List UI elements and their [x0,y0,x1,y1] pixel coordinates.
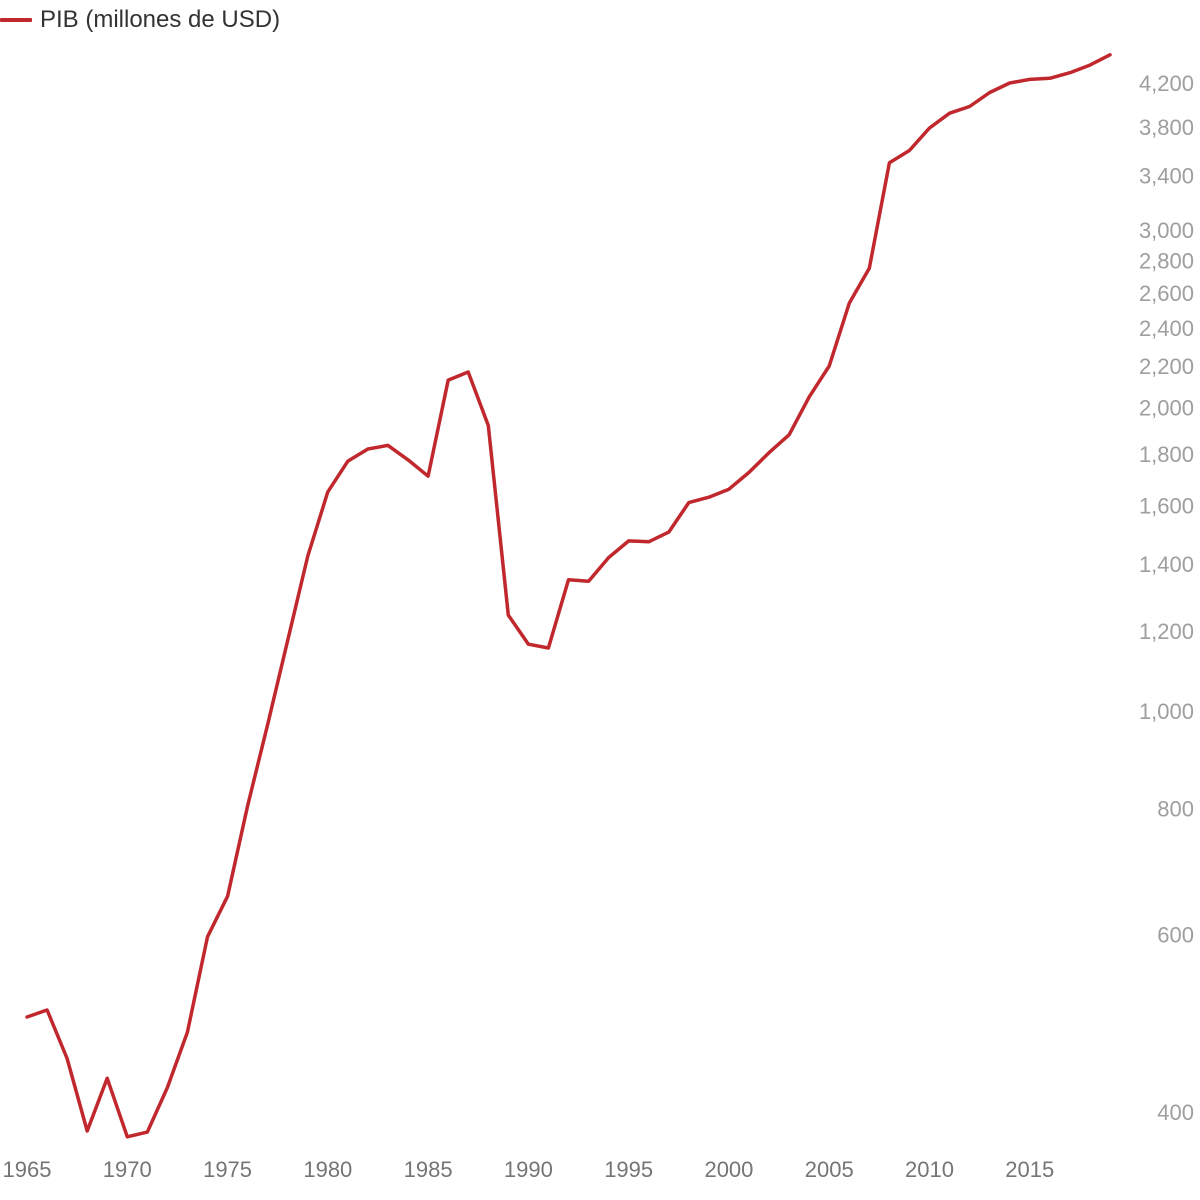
x-tick-label: 2015 [1005,1157,1054,1182]
y-tick-label: 400 [1157,1100,1194,1125]
x-tick-label: 1975 [203,1157,252,1182]
y-tick-label: 2,200 [1139,354,1194,379]
y-tick-label: 3,400 [1139,163,1194,188]
y-tick-label: 3,000 [1139,218,1194,243]
series-line-pib [25,53,1112,1139]
y-tick-label: 1,800 [1139,442,1194,467]
y-tick-label: 3,800 [1139,115,1194,140]
y-tick-label: 1,600 [1139,493,1194,518]
y-tick-label: 2,400 [1139,316,1194,341]
y-tick-label: 1,000 [1139,699,1194,724]
y-tick-label: 2,600 [1139,281,1194,306]
x-tick-label: 1965 [3,1157,52,1182]
legend-swatch [0,18,32,22]
y-tick-label: 600 [1157,923,1194,948]
x-tick-label: 1970 [103,1157,152,1182]
y-axis: 400 600 800 1,000 1,200 1,400 1,600 1,800 2,000 2… [1139,71,1194,1125]
x-axis: 1965 1970 1975 1980 1985 1990 1995 2000 2005 2010… [3,1157,1055,1182]
x-tick-label: 1985 [404,1157,453,1182]
y-tick-label: 1,400 [1139,552,1194,577]
x-tick-label: 1980 [303,1157,352,1182]
y-tick-label: 4,200 [1139,71,1194,96]
x-tick-label: 2005 [805,1157,854,1182]
y-tick-label: 1,200 [1139,619,1194,644]
x-tick-label: 2010 [905,1157,954,1182]
x-tick-label: 2000 [704,1157,753,1182]
series-layer [25,53,1112,1139]
y-tick-label: 800 [1157,797,1194,822]
y-tick-label: 2,000 [1139,396,1194,421]
y-tick-label: 2,800 [1139,248,1194,273]
legend-label: PIB (millones de USD) [40,6,281,33]
x-tick-label: 1990 [504,1157,553,1182]
legend: PIB (millones de USD) [0,6,280,34]
x-tick-label: 1995 [604,1157,653,1182]
